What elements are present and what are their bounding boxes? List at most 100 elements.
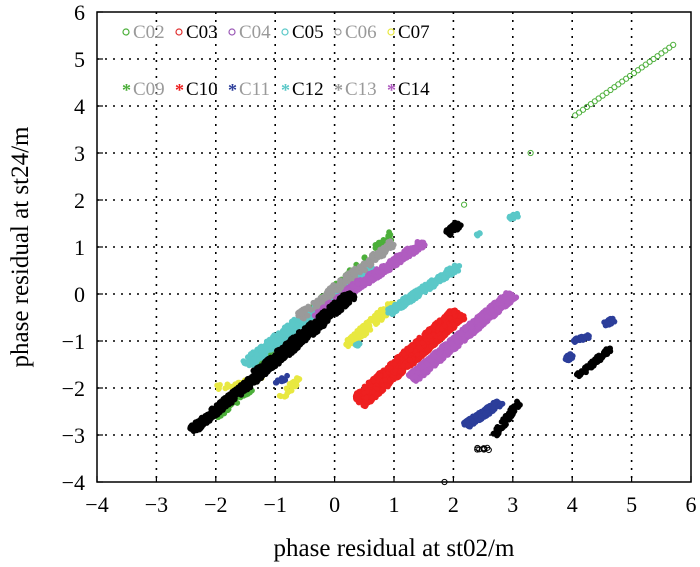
point-c10 bbox=[404, 362, 411, 369]
x-tick-label: 1 bbox=[389, 492, 400, 517]
legend-label-c05: C05 bbox=[292, 22, 324, 43]
legend-label-c04: C04 bbox=[239, 22, 271, 43]
legend-marker-c13: * bbox=[334, 80, 343, 100]
point-c12 bbox=[413, 287, 420, 294]
point-c12 bbox=[391, 308, 398, 315]
point-c11 bbox=[499, 400, 506, 407]
point-c14 bbox=[429, 362, 436, 369]
point-c02 bbox=[619, 78, 626, 85]
legend-label-c12: C12 bbox=[292, 79, 324, 100]
point-c12 bbox=[387, 305, 394, 312]
point-c10 bbox=[382, 377, 388, 384]
point-c13 bbox=[360, 260, 367, 267]
legend-marker-c07 bbox=[387, 28, 395, 36]
point-black bbox=[206, 417, 213, 424]
point-c02 bbox=[630, 70, 638, 77]
point-c10 bbox=[368, 395, 375, 401]
point-c14 bbox=[378, 269, 385, 276]
y-tick-label: 0 bbox=[74, 282, 85, 307]
series-c10 bbox=[306, 275, 468, 410]
point-c13 bbox=[372, 257, 379, 263]
point-c10 bbox=[379, 387, 385, 393]
point-c14 bbox=[403, 246, 409, 253]
point-c13 bbox=[328, 284, 335, 290]
point-black bbox=[269, 362, 276, 369]
point-black bbox=[276, 358, 283, 365]
legend-label-c03: C03 bbox=[186, 22, 218, 43]
point-c12 bbox=[289, 321, 296, 328]
point-c14 bbox=[393, 261, 400, 268]
point-c10 bbox=[407, 357, 414, 363]
point-black bbox=[511, 408, 518, 415]
point-c10 bbox=[447, 325, 453, 332]
point-c10 bbox=[410, 342, 416, 349]
point-c10 bbox=[397, 368, 404, 375]
point-c13 bbox=[341, 279, 348, 286]
point-black bbox=[445, 228, 451, 235]
point-black bbox=[510, 403, 517, 410]
point-c10 bbox=[363, 394, 370, 401]
x-tick-label: 3 bbox=[507, 492, 518, 517]
y-tick-label: −2 bbox=[62, 376, 85, 401]
point-c07 bbox=[356, 327, 363, 334]
x-tick-label: 0 bbox=[329, 492, 340, 517]
point-c10 bbox=[360, 390, 367, 396]
point-c07 bbox=[217, 381, 223, 388]
point-black bbox=[193, 427, 200, 434]
point-c11 bbox=[583, 334, 589, 341]
legend-label-c10: C10 bbox=[186, 79, 218, 100]
point-black bbox=[500, 424, 507, 431]
point-c14 bbox=[499, 304, 505, 311]
y-tick-label: −1 bbox=[62, 329, 85, 354]
legend-marker-c10: * bbox=[175, 80, 184, 100]
point-c10 bbox=[374, 391, 381, 397]
point-c12 bbox=[277, 337, 284, 344]
legend-marker-c11: * bbox=[228, 80, 237, 100]
point-c10 bbox=[370, 378, 377, 385]
point-c14 bbox=[349, 283, 356, 289]
point-c11 bbox=[469, 418, 476, 425]
legend-marker-c09: * bbox=[122, 80, 131, 100]
point-black bbox=[207, 410, 214, 416]
point-c12 bbox=[253, 351, 260, 357]
point-c14 bbox=[464, 332, 471, 339]
legend-marker-c14: * bbox=[387, 80, 396, 100]
point-c14 bbox=[436, 350, 443, 357]
point-c02 bbox=[670, 41, 677, 49]
point-c02 bbox=[638, 64, 645, 71]
point-black bbox=[333, 311, 340, 317]
point-c02 bbox=[572, 112, 579, 119]
point-c12 bbox=[393, 302, 399, 308]
x-tick-label: −1 bbox=[263, 492, 286, 517]
x-tick-label: 6 bbox=[686, 492, 697, 517]
point-c07 bbox=[356, 333, 363, 340]
point-black bbox=[591, 356, 598, 363]
point-black bbox=[281, 346, 288, 353]
point-c10 bbox=[391, 361, 398, 368]
point-c14 bbox=[384, 263, 391, 270]
point-c10 bbox=[400, 350, 407, 357]
point-black bbox=[454, 226, 461, 233]
point-black bbox=[214, 404, 221, 410]
point-c13 bbox=[305, 303, 312, 310]
point-c11 bbox=[464, 417, 471, 424]
point-c07 bbox=[366, 322, 373, 329]
point-c10 bbox=[395, 354, 401, 360]
point-c02 bbox=[634, 67, 641, 74]
series-c02 bbox=[460, 41, 677, 208]
point-c10 bbox=[424, 346, 431, 353]
point-black bbox=[281, 353, 288, 359]
point-c02 bbox=[623, 75, 630, 82]
point-c14 bbox=[468, 323, 475, 330]
point-c12 bbox=[261, 352, 267, 358]
y-tick-label: 6 bbox=[74, 0, 85, 25]
point-c13 bbox=[353, 269, 360, 275]
point-black bbox=[293, 343, 299, 350]
point-c02 bbox=[626, 72, 634, 80]
point-c14 bbox=[430, 352, 437, 359]
point-c11 bbox=[472, 413, 479, 419]
point-c07 bbox=[373, 321, 379, 327]
point-black bbox=[311, 321, 318, 328]
point-black bbox=[275, 353, 282, 360]
point-c14 bbox=[508, 293, 515, 300]
